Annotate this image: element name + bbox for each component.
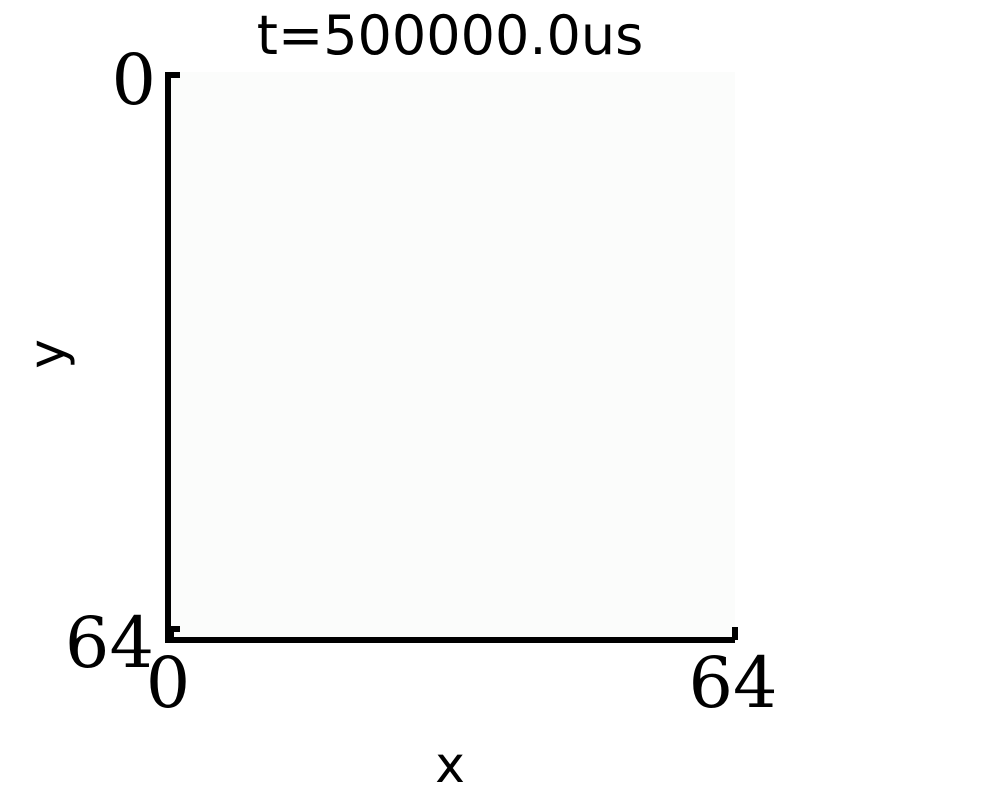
x-tick-label-64: 64 [688, 642, 777, 724]
heatmap-plot-area [168, 72, 735, 640]
x-axis-label: x [435, 736, 465, 794]
x-tick-label-0: 0 [146, 642, 191, 724]
y-tick-label-64: 64 [65, 602, 154, 684]
chart-title: t=500000.0us [257, 4, 643, 67]
y-tick-label-0: 0 [111, 39, 156, 121]
y-axis-label: y [18, 339, 76, 369]
